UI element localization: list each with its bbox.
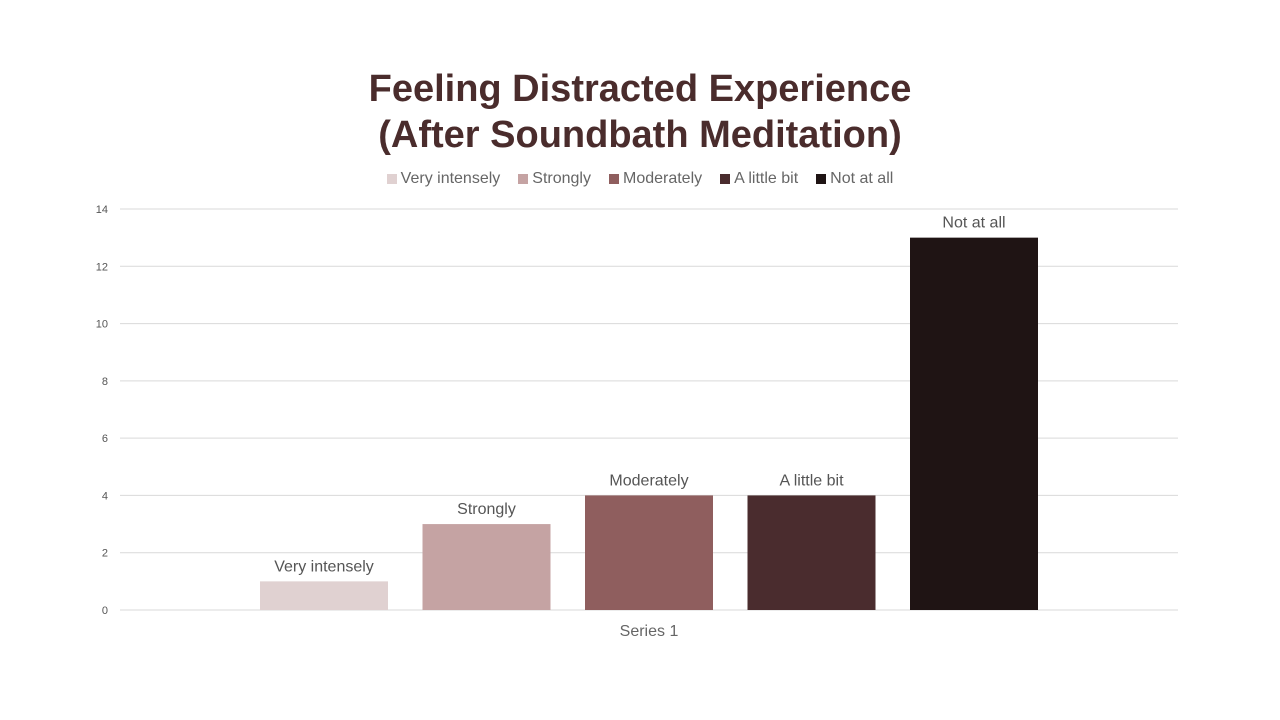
legend-swatch — [518, 174, 529, 184]
legend: Very intensely Strongly Moderately A lit… — [0, 170, 1280, 188]
data-labels: Very intensely Strongly Moderately A little… — [274, 215, 1005, 576]
legend-swatch — [386, 174, 397, 184]
legend-item: Not at all — [816, 170, 893, 188]
legend-swatch — [720, 174, 731, 184]
y-tick-label: 4 — [102, 490, 108, 502]
y-tick-label: 14 — [96, 204, 108, 216]
legend-swatch — [816, 174, 827, 184]
bar — [260, 581, 388, 610]
legend-item: Very intensely — [386, 170, 501, 188]
legend-label: Not at all — [830, 170, 894, 187]
chart-title-line-2: (After Soundbath Meditation) — [378, 114, 902, 156]
y-axis-ticks: 0 2 4 6 8 10 12 14 — [96, 204, 108, 617]
legend-item: Strongly — [518, 170, 591, 188]
bar — [422, 524, 551, 610]
y-tick-label: 12 — [96, 261, 108, 273]
chart-title-line-1: Feeling Distracted Experience — [368, 68, 912, 110]
legend-label: Moderately — [622, 170, 703, 187]
bar-data-label: Not at all — [942, 215, 1005, 232]
legend-label: Strongly — [532, 170, 591, 187]
bars — [260, 237, 1038, 610]
legend-item: A little bit — [720, 170, 798, 188]
legend-item: Moderately — [608, 170, 703, 188]
y-tick-label: 6 — [102, 433, 108, 445]
bar — [747, 495, 876, 610]
bar — [585, 495, 713, 610]
bar-data-label: Strongly — [457, 501, 516, 518]
legend-swatch — [608, 174, 619, 184]
y-tick-label: 10 — [96, 319, 108, 331]
legend-label: A little bit — [734, 170, 799, 187]
x-axis-label: Series 1 — [620, 623, 679, 640]
legend-label: Very intensely — [400, 170, 501, 187]
bar — [910, 237, 1038, 610]
bar-data-label: Moderately — [609, 472, 688, 489]
y-tick-label: 8 — [102, 376, 108, 388]
y-tick-label: 2 — [102, 548, 108, 560]
y-tick-label: 0 — [102, 605, 108, 617]
bar-data-label: A little bit — [779, 472, 844, 489]
bar-data-label: Very intensely — [274, 558, 374, 575]
